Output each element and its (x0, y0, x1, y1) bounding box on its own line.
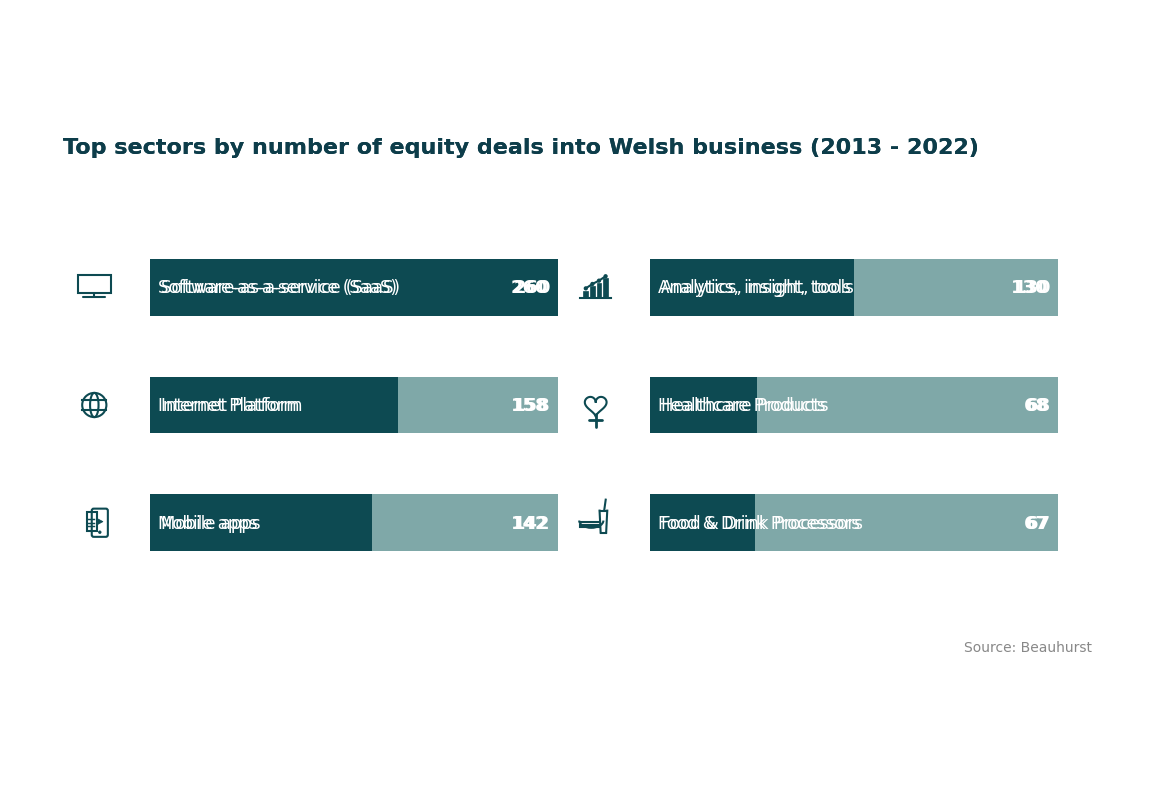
Text: 158: 158 (513, 397, 551, 414)
Bar (650, 260, 1058, 316)
Bar (650, 495, 1058, 551)
Text: Mobile apps: Mobile apps (158, 514, 258, 532)
Text: 68: 68 (1024, 397, 1049, 414)
Bar (650, 377, 757, 434)
Bar (597, 284, 601, 299)
Circle shape (584, 288, 588, 290)
Text: Internet Platform: Internet Platform (161, 397, 302, 414)
Bar (150, 260, 558, 316)
Text: Food & Drink Processors: Food & Drink Processors (658, 514, 860, 532)
Text: Software-as-a-service (SaaS): Software-as-a-service (SaaS) (161, 279, 400, 297)
Text: Analytics, insight, tools: Analytics, insight, tools (661, 279, 854, 297)
Bar (590, 287, 595, 299)
Text: Healthcare Products: Healthcare Products (661, 397, 829, 414)
Circle shape (591, 283, 593, 286)
Bar (150, 495, 373, 551)
Bar (150, 260, 558, 316)
Text: Source: Beauhurst: Source: Beauhurst (965, 641, 1092, 654)
Text: 67: 67 (1026, 514, 1051, 532)
Bar (650, 377, 1058, 434)
Text: 260: 260 (513, 279, 551, 297)
Text: 142: 142 (511, 514, 549, 532)
Text: Mobile apps: Mobile apps (161, 514, 261, 532)
Bar (150, 377, 398, 434)
Bar (583, 291, 588, 299)
Text: 130: 130 (1011, 279, 1049, 297)
Bar (150, 260, 558, 316)
Polygon shape (98, 519, 103, 525)
Text: Analytics, insight, tools: Analytics, insight, tools (658, 279, 851, 297)
Bar (150, 377, 558, 434)
Bar (150, 377, 398, 434)
Text: Top sectors by number of equity deals into Welsh business (2013 - 2022): Top sectors by number of equity deals in… (63, 138, 979, 158)
Bar (150, 495, 558, 551)
Text: Food & Drink Processors: Food & Drink Processors (661, 514, 864, 532)
Bar (650, 260, 1058, 316)
Circle shape (598, 280, 600, 283)
Text: Internet Platform: Internet Platform (158, 397, 299, 414)
Bar (650, 495, 754, 551)
Bar (650, 260, 853, 316)
Bar (150, 495, 373, 551)
Bar (604, 279, 608, 299)
Circle shape (604, 276, 607, 278)
Text: 67: 67 (1024, 514, 1049, 532)
Bar (150, 377, 558, 434)
Bar (150, 495, 558, 551)
Text: Software-as-a-service (SaaS): Software-as-a-service (SaaS) (158, 279, 397, 297)
Text: 158: 158 (511, 397, 549, 414)
Bar (650, 377, 757, 434)
Text: 142: 142 (513, 514, 551, 532)
Text: Healthcare Products: Healthcare Products (658, 397, 826, 414)
Text: Top sectors by number of equity deals into Welsh business (2013 - 2022): Top sectors by number of equity deals in… (63, 138, 979, 158)
Bar (150, 260, 558, 316)
Circle shape (99, 531, 101, 534)
Text: 68: 68 (1026, 397, 1051, 414)
Bar (650, 495, 754, 551)
Text: 260: 260 (511, 279, 549, 297)
Bar (650, 377, 1058, 434)
Bar (650, 260, 853, 316)
Bar (650, 495, 1058, 551)
Text: 130: 130 (1013, 279, 1051, 297)
